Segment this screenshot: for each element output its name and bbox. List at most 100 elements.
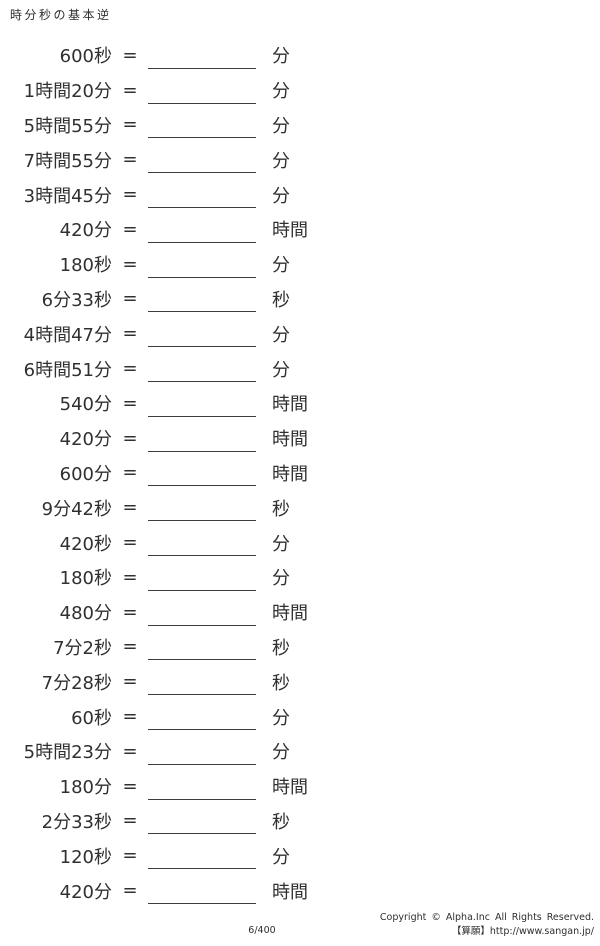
- answer-blank[interactable]: [148, 172, 256, 174]
- answer-blank[interactable]: [148, 381, 256, 383]
- answer-blank[interactable]: [148, 763, 256, 765]
- answer-blank[interactable]: [148, 555, 256, 557]
- problem-question: 480分: [59, 603, 112, 625]
- equals-sign: =: [122, 810, 138, 832]
- equals-sign: =: [122, 79, 138, 101]
- problem-unit: 分: [272, 742, 290, 764]
- problem-unit: 分: [272, 185, 290, 207]
- problem-question: 420分: [59, 429, 112, 451]
- answer-blank[interactable]: [148, 450, 256, 452]
- equals-sign: =: [122, 253, 138, 275]
- page-number: 6/400: [248, 925, 276, 936]
- answer-blank[interactable]: [148, 241, 256, 243]
- problem-unit: 時間: [272, 881, 308, 903]
- problem-unit: 秒: [272, 289, 290, 311]
- answer-blank[interactable]: [148, 729, 256, 731]
- answer-blank[interactable]: [148, 102, 256, 104]
- problem-unit: 分: [272, 324, 290, 346]
- problem-question: 7時間55分: [23, 150, 112, 172]
- answer-blank[interactable]: [148, 346, 256, 348]
- problem-question: 5時間23分: [23, 742, 112, 764]
- answer-blank[interactable]: [148, 624, 256, 626]
- equals-sign: =: [122, 532, 138, 554]
- answer-blank[interactable]: [148, 67, 256, 69]
- answer-blank[interactable]: [148, 311, 256, 313]
- problem-row: 480分 = 時間: [0, 595, 340, 630]
- problem-row: 600秒 = 分: [0, 38, 340, 73]
- problem-question: 180秒: [59, 568, 112, 590]
- problem-question: 420分: [59, 220, 112, 242]
- answer-blank[interactable]: [148, 485, 256, 487]
- equals-sign: =: [122, 845, 138, 867]
- answer-blank[interactable]: [148, 207, 256, 209]
- equals-sign: =: [122, 323, 138, 345]
- equals-sign: =: [122, 775, 138, 797]
- problem-row: 1時間20分 = 分: [0, 73, 340, 108]
- problem-question: 120秒: [59, 846, 112, 868]
- equals-sign: =: [122, 671, 138, 693]
- answer-blank[interactable]: [148, 276, 256, 278]
- problem-unit: 分: [272, 81, 290, 103]
- problem-row: 120秒 = 分: [0, 838, 340, 873]
- problem-question: 600分: [59, 463, 112, 485]
- answer-blank[interactable]: [148, 868, 256, 870]
- problem-unit: 分: [272, 533, 290, 555]
- equals-sign: =: [122, 601, 138, 623]
- equals-sign: =: [122, 427, 138, 449]
- equals-sign: =: [122, 497, 138, 519]
- equals-sign: =: [122, 740, 138, 762]
- problem-unit: 分: [272, 707, 290, 729]
- problem-unit: 時間: [272, 429, 308, 451]
- problem-question: 5時間55分: [23, 115, 112, 137]
- page-title: 時分秒の基本逆: [10, 8, 112, 22]
- problem-question: 9分42秒: [41, 498, 112, 520]
- problem-question: 420分: [59, 881, 112, 903]
- problem-question: 2分33秒: [41, 811, 112, 833]
- problem-row: 5時間55分 = 分: [0, 108, 340, 143]
- answer-blank[interactable]: [148, 694, 256, 696]
- answer-blank[interactable]: [148, 798, 256, 800]
- problem-question: 60秒: [71, 707, 112, 729]
- problem-row: 7時間55分 = 分: [0, 142, 340, 177]
- problem-row: 9分42秒 = 秒: [0, 490, 340, 525]
- equals-sign: =: [122, 358, 138, 380]
- problem-question: 7分2秒: [53, 637, 112, 659]
- answer-blank[interactable]: [148, 659, 256, 661]
- problem-unit: 分: [272, 255, 290, 277]
- equals-sign: =: [122, 149, 138, 171]
- equals-sign: =: [122, 288, 138, 310]
- problem-unit: 分: [272, 150, 290, 172]
- problem-question: 6分33秒: [41, 289, 112, 311]
- problem-row: 180秒 = 分: [0, 560, 340, 595]
- equals-sign: =: [122, 462, 138, 484]
- problem-row: 180秒 = 分: [0, 247, 340, 282]
- answer-blank[interactable]: [148, 589, 256, 591]
- problem-row: 540分 = 時間: [0, 386, 340, 421]
- problem-row: 180分 = 時間: [0, 769, 340, 804]
- problem-row: 6分33秒 = 秒: [0, 282, 340, 317]
- problem-question: 1時間20分: [23, 81, 112, 103]
- problem-unit: 分: [272, 359, 290, 381]
- equals-sign: =: [122, 218, 138, 240]
- problem-question: 180分: [59, 777, 112, 799]
- answer-blank[interactable]: [148, 137, 256, 139]
- answer-blank[interactable]: [148, 903, 256, 905]
- equals-sign: =: [122, 706, 138, 728]
- problem-question: 7分28秒: [41, 672, 112, 694]
- problem-question: 4時間47分: [23, 324, 112, 346]
- problem-question: 600秒: [59, 46, 112, 68]
- problem-unit: 秒: [272, 672, 290, 694]
- problem-unit: 時間: [272, 777, 308, 799]
- problem-row: 420分 = 時間: [0, 421, 340, 456]
- problem-unit: 時間: [272, 394, 308, 416]
- problem-unit: 分: [272, 568, 290, 590]
- answer-blank[interactable]: [148, 833, 256, 835]
- problem-row: 60秒 = 分: [0, 699, 340, 734]
- problem-row: 2分33秒 = 秒: [0, 804, 340, 839]
- problem-question: 6時間51分: [23, 359, 112, 381]
- answer-blank[interactable]: [148, 415, 256, 417]
- problem-question: 3時間45分: [23, 185, 112, 207]
- answer-blank[interactable]: [148, 520, 256, 522]
- problem-unit: 秒: [272, 811, 290, 833]
- problem-row: 7分28秒 = 秒: [0, 664, 340, 699]
